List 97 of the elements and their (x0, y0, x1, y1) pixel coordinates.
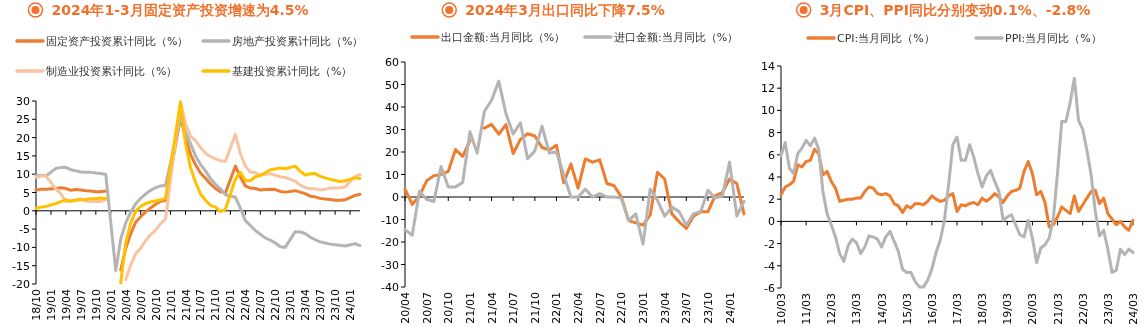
y-tick-label: 40 (385, 101, 399, 114)
x-tick-label: 24/01 (723, 292, 737, 324)
x-tick-label: 22/01 (224, 289, 238, 321)
x-tick-label: 21/07 (194, 289, 208, 321)
chart-title: 2024年1-3月固定资产投资增速为4.5% (51, 2, 309, 18)
y-tick-label: 60 (385, 56, 399, 69)
x-tick-label: 23/04 (658, 292, 672, 324)
x-tick-label: 22/03 (1076, 293, 1090, 325)
x-tick-label: 22/07 (254, 289, 268, 321)
x-tick-label: 19/01 (44, 289, 58, 321)
x-tick-label: 19/07 (74, 289, 88, 321)
x-tick-label: 20/07 (134, 289, 148, 321)
y-tick-label: 8 (768, 126, 775, 140)
y-tick-label: -10 (12, 241, 30, 255)
x-tick-label: 15/03 (900, 293, 914, 325)
x-tick-label: 20/01 (104, 289, 118, 321)
y-tick-label: 50 (385, 78, 399, 92)
x-tick-label: 21/10 (528, 292, 542, 324)
chart-title: 3月CPI、PPI同比分别变动0.1%、-2.8% (819, 2, 1091, 18)
x-tick-label: 24/03 (1127, 293, 1140, 325)
x-tick-label: 18/10 (30, 289, 43, 321)
x-tick-label: 21/03 (1051, 293, 1065, 325)
x-tick-label: 23/10 (701, 292, 715, 324)
y-tick-label: -20 (12, 278, 30, 291)
legend-label: 进口金额:当月同比（%） (614, 31, 739, 44)
legend-label: 基建投资累计同比（%） (232, 65, 353, 78)
legend-label: CPI:当月同比（%） (837, 32, 935, 45)
x-tick-label: 10/03 (775, 293, 788, 325)
y-tick-label: 15 (16, 149, 30, 163)
x-tick-label: 20/10 (149, 289, 163, 321)
x-tick-label: 19/03 (1001, 293, 1015, 325)
x-tick-label: 20/03 (1026, 293, 1040, 325)
chart-title: 2024年3月出口同比下降7.5% (465, 2, 665, 18)
x-tick-label: 19/10 (89, 289, 103, 321)
x-tick-label: 20/10 (442, 292, 456, 324)
x-tick-label: 17/03 (951, 293, 964, 325)
y-tick-label: 0 (23, 204, 30, 218)
x-tick-label: 19/04 (59, 289, 73, 321)
y-tick-label: 2 (768, 193, 775, 207)
x-tick-label: 22/01 (550, 292, 564, 324)
y-tick-label: 30 (385, 123, 399, 137)
y-tick-label: 14 (761, 60, 775, 73)
x-tick-label: 22/10 (269, 289, 283, 321)
y-tick-label: 4 (768, 171, 775, 184)
y-tick-label: 30 (16, 95, 30, 108)
y-tick-label: 0 (768, 215, 775, 229)
y-tick-label: 25 (16, 113, 30, 127)
y-tick-label: 10 (16, 168, 30, 182)
x-tick-label: 18/03 (976, 293, 990, 325)
x-tick-label: 13/03 (850, 293, 864, 325)
y-tick-label: -5 (19, 223, 30, 237)
y-tick-label: 6 (768, 148, 775, 162)
x-tick-label: 23/10 (329, 289, 343, 321)
x-tick-label: 20/07 (420, 292, 434, 324)
x-tick-label: 20/04 (119, 289, 133, 321)
x-tick-label: 22/04 (239, 289, 253, 321)
x-tick-label: 21/01 (164, 289, 178, 321)
x-tick-label: 23/03 (1101, 293, 1115, 325)
x-tick-label: 24/01 (344, 289, 358, 321)
x-tick-label: 21/04 (179, 289, 193, 321)
y-tick-label: 0 (392, 191, 399, 204)
y-tick-label: -10 (381, 213, 399, 227)
x-tick-label: 21/10 (209, 289, 223, 321)
y-tick-label: -30 (381, 258, 399, 272)
y-tick-label: -6 (764, 282, 775, 295)
y-tick-label: -4 (764, 259, 775, 273)
x-tick-label: 16/03 (925, 293, 939, 325)
x-tick-label: 23/07 (680, 292, 694, 324)
x-tick-label: 22/07 (593, 292, 607, 324)
x-tick-label: 21/01 (463, 292, 477, 324)
y-tick-label: -2 (764, 237, 775, 251)
y-tick-label: 20 (385, 146, 399, 159)
y-tick-label: -20 (381, 236, 399, 249)
y-tick-label: 10 (385, 168, 399, 182)
y-tick-label: 5 (23, 186, 30, 200)
x-tick-label: 22/04 (572, 292, 586, 324)
x-tick-label: 22/10 (615, 292, 629, 324)
x-tick-label: 23/01 (637, 292, 651, 324)
x-tick-label: 21/07 (507, 292, 521, 324)
legend-label: 制造业投资累计同比（%） (46, 65, 178, 78)
x-tick-label: 12/03 (825, 293, 839, 325)
legend-label: 出口金额:当月同比（%） (441, 31, 566, 44)
y-tick-label: 12 (761, 82, 775, 96)
x-tick-label: 23/01 (284, 289, 298, 321)
x-tick-label: 11/03 (800, 293, 814, 325)
x-tick-label: 21/04 (485, 292, 499, 324)
y-tick-label: -15 (12, 259, 30, 273)
legend-label: PPI:当月同比（%） (1005, 32, 1102, 45)
legend-label: 房地产投资累计同比（%） (232, 35, 364, 48)
y-tick-label: 10 (761, 104, 775, 118)
x-tick-label: 14/03 (875, 293, 889, 325)
x-tick-label: 23/07 (314, 289, 328, 321)
legend-label: 固定资产投资累计同比（%） (46, 35, 189, 48)
y-tick-label: 20 (16, 131, 30, 145)
x-tick-label: 20/04 (399, 292, 412, 324)
y-tick-label: -40 (381, 281, 399, 294)
x-tick-label: 23/04 (299, 289, 313, 321)
